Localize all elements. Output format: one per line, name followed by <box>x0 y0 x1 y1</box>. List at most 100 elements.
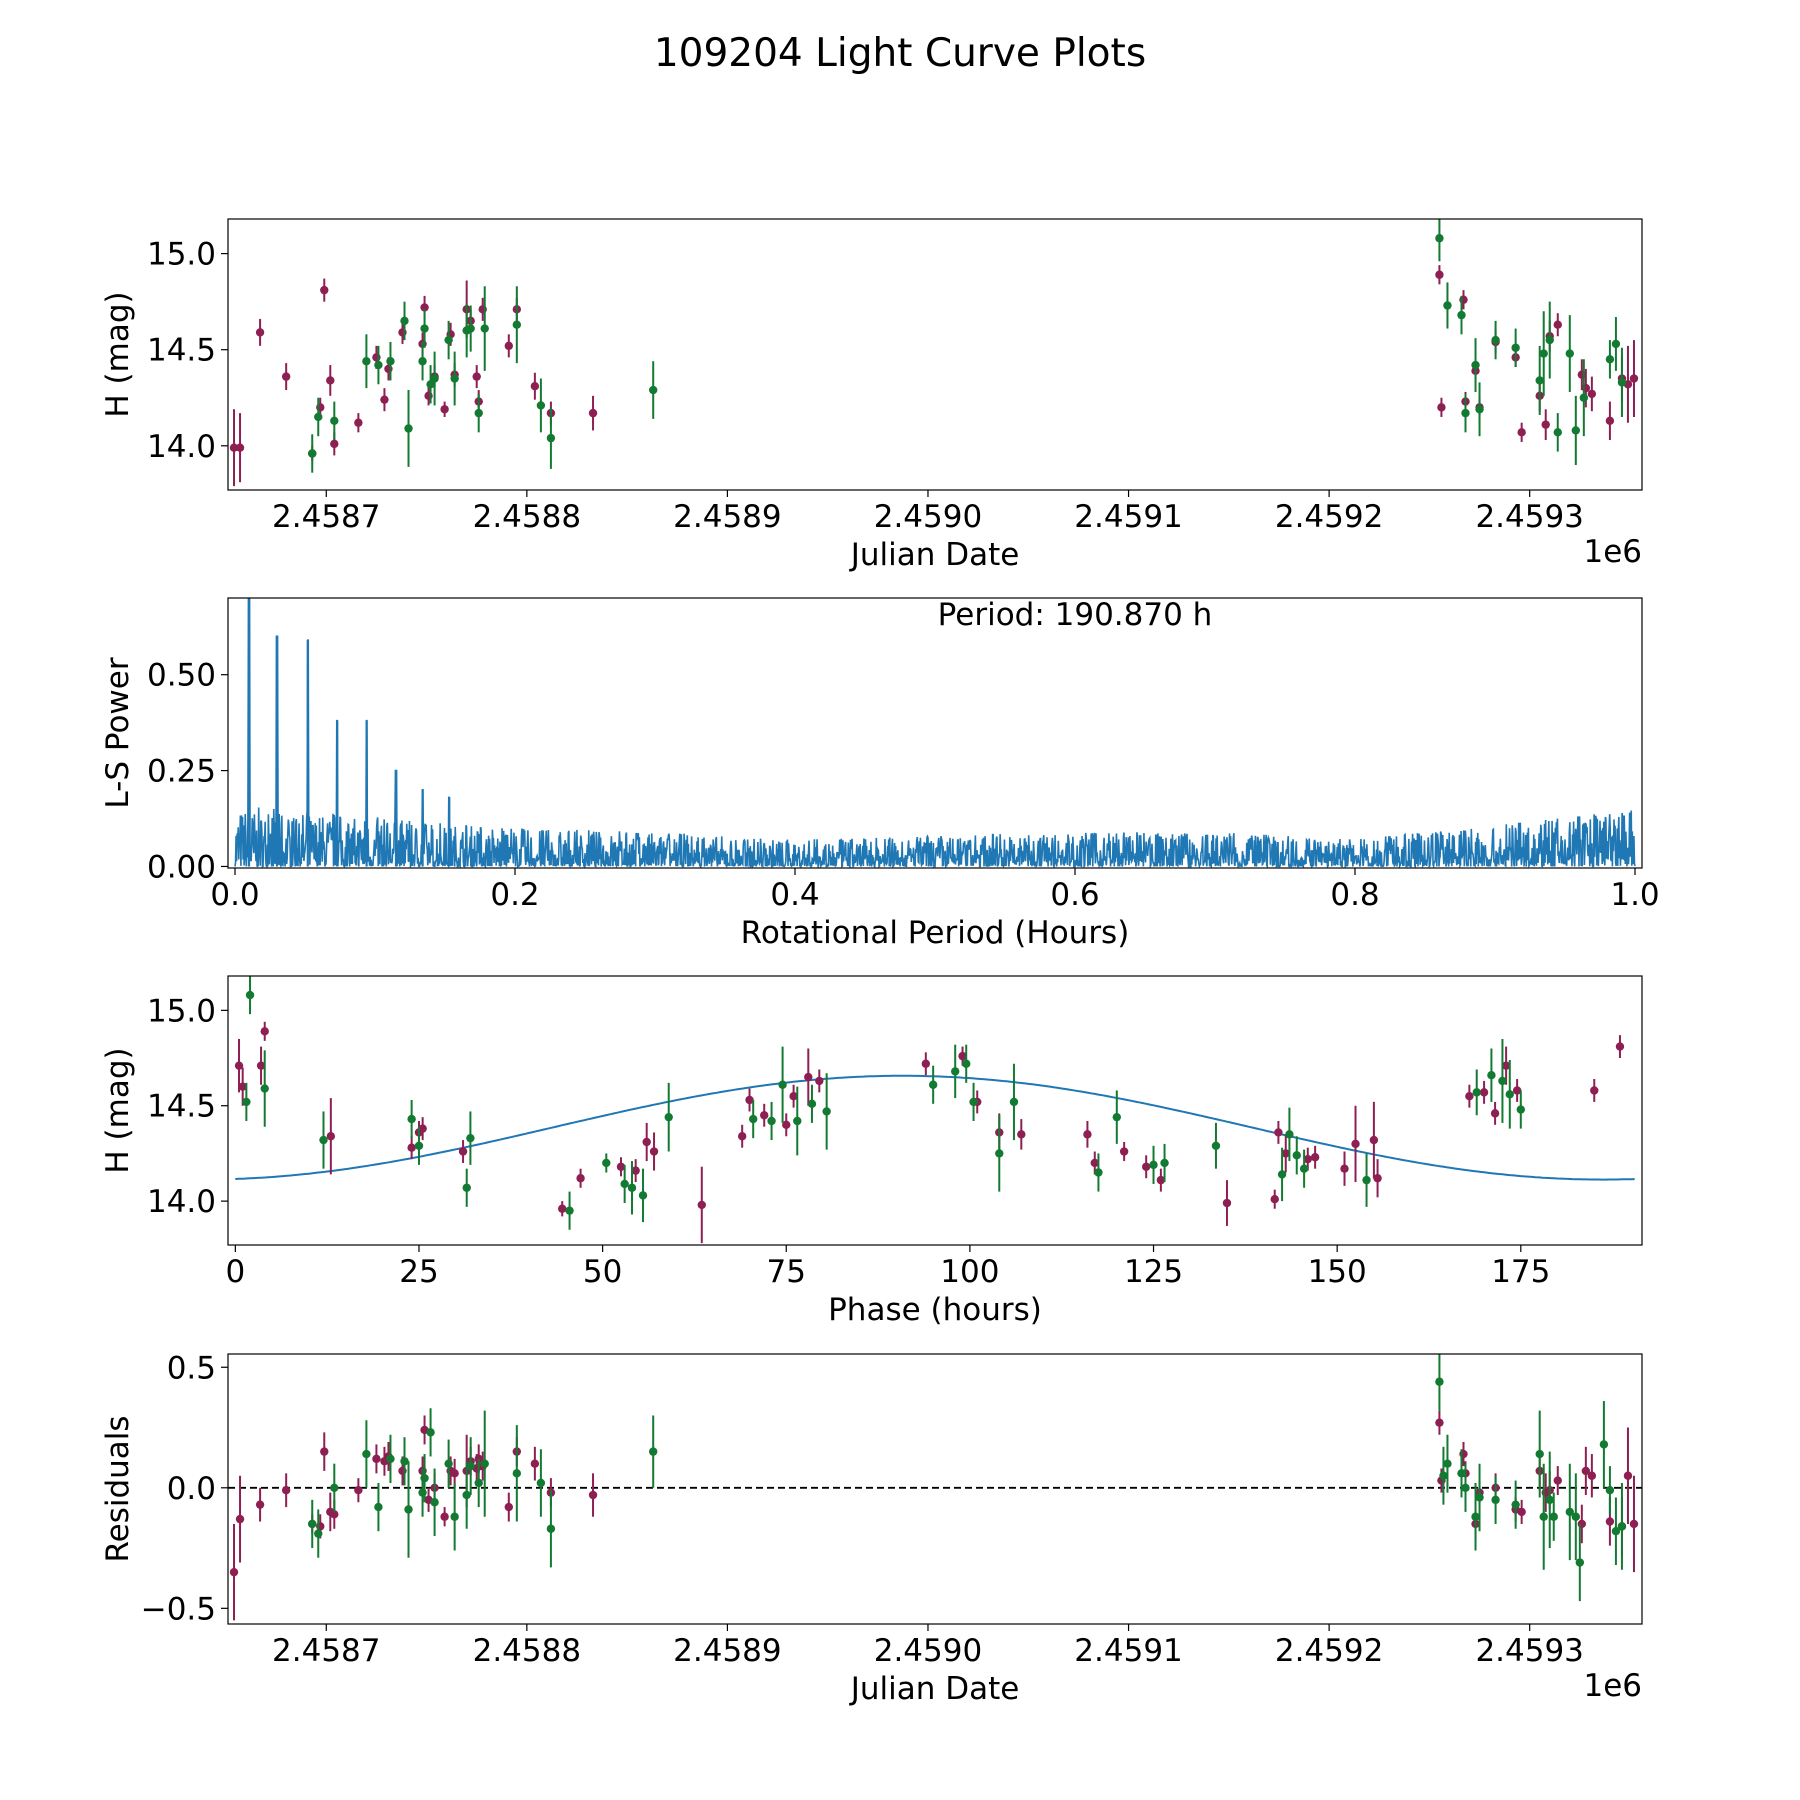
data-point-r <box>1465 1091 1474 1101</box>
data-point-g <box>1565 1507 1574 1517</box>
data-point-r <box>631 1166 640 1175</box>
data-point-g <box>1539 349 1548 358</box>
data-point-r <box>1369 1135 1379 1145</box>
x-tick-label: 0.0 <box>210 877 259 913</box>
data-point-r <box>760 1111 769 1120</box>
data-point-r <box>530 1459 540 1468</box>
x-tick-label: 2.4588 <box>473 499 581 535</box>
data-point-r <box>256 1061 266 1070</box>
data-point-r <box>407 1143 416 1152</box>
data-point-g <box>995 1149 1004 1158</box>
data-point-r <box>588 1490 598 1500</box>
data-point-g <box>1009 1097 1019 1107</box>
data-point-g <box>362 1449 371 1459</box>
data-point-g <box>1461 1483 1470 1492</box>
data-point-g <box>1299 1164 1309 1173</box>
periodogram-panel: 0.0 0.2 0.4 0.6 0.8 1.0 0.00 0.25 0.50 Rotational… <box>100 597 1660 951</box>
data-point-g <box>314 412 323 422</box>
data-point-g <box>1461 408 1470 418</box>
y-tick-label: 14.5 <box>147 333 216 369</box>
data-point-r <box>418 1124 427 1133</box>
data-point-g <box>450 374 459 383</box>
x-tick-label: 1.0 <box>1610 877 1659 913</box>
data-point-g <box>374 1502 383 1512</box>
y-axis-label: H (mag) <box>100 1047 136 1173</box>
y-axis-label: L-S Power <box>100 657 136 808</box>
data-point-g <box>1575 1558 1585 1567</box>
x-tick-label: 2.4587 <box>272 1633 380 1669</box>
data-point-g <box>1471 360 1480 370</box>
y-tick-label: 14.0 <box>147 1184 216 1220</box>
lightcurve-panel: 2.4587 2.4588 2.4589 2.4590 2.4591 2.4592 2.45… <box>100 218 1643 573</box>
x-tick-label: 0.2 <box>490 877 539 913</box>
residuals-plot-area <box>228 1354 1642 1621</box>
data-point-r <box>1615 1042 1625 1051</box>
y-axis-label: Residuals <box>100 1415 136 1562</box>
data-point-r <box>737 1132 747 1141</box>
x-tick-label: 2.4589 <box>673 1633 781 1669</box>
x-tick-label: 150 <box>1308 1254 1367 1290</box>
data-point-g <box>1599 1440 1609 1449</box>
data-point-r <box>1553 1476 1562 1485</box>
x-tick-label: 75 <box>767 1254 806 1290</box>
periodogram-plot-area <box>234 598 1636 868</box>
data-point-g <box>1516 1105 1526 1114</box>
data-point-g <box>314 1529 323 1538</box>
data-point-g <box>474 408 483 418</box>
data-point-g <box>386 357 395 366</box>
data-point-r <box>372 1454 381 1464</box>
power-spectrum-line <box>234 598 1636 868</box>
data-point-r <box>1435 270 1444 279</box>
y-tick-label: 0.50 <box>147 658 216 694</box>
x-tick-label: 100 <box>940 1254 999 1290</box>
data-point-g <box>466 1133 475 1143</box>
data-point-g <box>260 1084 269 1093</box>
data-point-r <box>1141 1162 1151 1171</box>
data-point-g <box>1457 1469 1466 1478</box>
data-point-g <box>649 1447 658 1456</box>
y-tick-label: 0.25 <box>147 754 216 790</box>
lightcurve-axes-frame <box>227 218 1643 491</box>
data-point-g <box>546 433 556 443</box>
data-point-g <box>638 1191 648 1200</box>
data-point-r <box>616 1162 626 1171</box>
data-point-r <box>1083 1130 1092 1139</box>
data-point-r <box>235 443 245 452</box>
data-point-g <box>1611 1526 1621 1536</box>
data-point-g <box>546 1524 556 1533</box>
data-point-g <box>1435 234 1444 243</box>
x-tick-label: 50 <box>583 1254 622 1290</box>
data-point-r <box>697 1200 706 1210</box>
data-point-g <box>430 374 439 383</box>
x-tick-label: 2.4592 <box>1275 499 1383 535</box>
data-point-r <box>472 372 481 381</box>
data-point-r <box>958 1051 967 1061</box>
data-point-g <box>1471 1512 1480 1521</box>
period-annotation: Period: 190.870 h <box>938 597 1213 633</box>
data-point-g <box>1112 1112 1122 1122</box>
x-offset-label: 1e6 <box>1583 1668 1642 1704</box>
data-point-r <box>281 1486 291 1495</box>
data-point-g <box>1491 335 1500 345</box>
phased-axes-frame <box>227 975 1643 1246</box>
data-point-g <box>1439 1471 1448 1480</box>
x-axis-label: Julian Date <box>849 537 1020 573</box>
data-point-r <box>1156 1175 1166 1185</box>
data-point-r <box>1541 420 1550 429</box>
data-point-g <box>807 1099 817 1109</box>
x-tick-label: 0.4 <box>770 877 819 913</box>
data-point-r <box>804 1072 813 1082</box>
data-point-g <box>565 1206 574 1215</box>
phased-plot-area <box>234 976 1635 1244</box>
data-point-r <box>235 1514 245 1524</box>
y-tick-label: 15.0 <box>147 237 216 273</box>
data-point-g <box>627 1183 637 1192</box>
data-point-r <box>440 405 449 414</box>
data-point-r <box>1281 1149 1290 1158</box>
phased-lightcurve-panel: 0 25 50 75 100 125 150 175 14.0 14.5 15.0 Phase (ho… <box>100 975 1643 1328</box>
data-point-r <box>745 1095 754 1105</box>
data-point-r <box>782 1120 791 1130</box>
data-point-r <box>1512 1086 1522 1095</box>
data-point-r <box>1351 1139 1360 1149</box>
